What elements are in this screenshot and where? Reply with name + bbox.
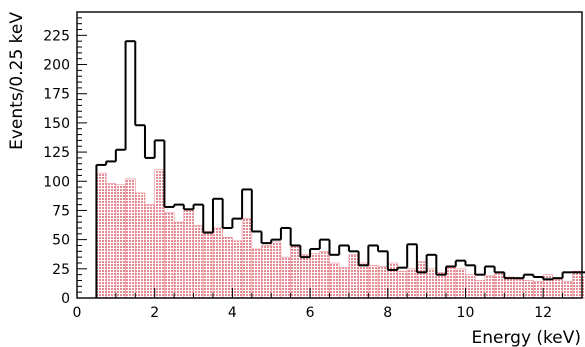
y-tick-label: 100 (43, 174, 70, 190)
filled-bin-bar (212, 227, 223, 299)
filled-bin-bar (406, 268, 418, 299)
filled-bin-bar (387, 262, 398, 299)
filled-bin-bar (523, 280, 534, 299)
x-tick-label: 8 (383, 305, 392, 321)
filled-bin-bar (552, 279, 563, 299)
filled-bin-bar (96, 172, 107, 299)
filled-bin-bar (445, 267, 457, 299)
filled-bin-bar (571, 270, 583, 299)
filled-bin-bar (280, 256, 291, 299)
filled-bin-bar (173, 221, 185, 299)
filled-bin-bar (397, 270, 408, 299)
y-tick-label: 175 (43, 87, 70, 103)
filled-bin-bar (115, 184, 126, 299)
filled-bin-bar (465, 274, 476, 299)
filled-bin-bar (261, 245, 272, 299)
filled-bin-bar (183, 210, 194, 299)
y-tick-label: 25 (52, 262, 70, 278)
filled-bin-bar (319, 251, 330, 299)
axis-ticks (76, 11, 583, 299)
filled-bin-bar (338, 267, 350, 299)
filled-bin-bar (484, 275, 495, 299)
filled-bin-bar (426, 268, 437, 299)
filled-bin-bar (202, 231, 214, 299)
filled-bin-bar (232, 240, 243, 299)
filled-bin-bar (154, 169, 165, 299)
filled-bin-bar (251, 248, 262, 299)
axis-tick-labels: 0 2 4 6 8 10 12 0 25 50 75 100 125 150 175 200 225 (43, 28, 552, 321)
x-axis-title: Energy (keV) (471, 328, 581, 347)
filled-bin-bar (222, 236, 233, 299)
filled-bin-bar (542, 274, 554, 299)
filled-bin-bar (105, 183, 117, 299)
filled-bin-bar (533, 281, 544, 299)
filled-bin-bar (300, 254, 311, 299)
y-tick-label: 0 (61, 291, 70, 307)
filled-bin-bar (309, 253, 321, 299)
filled-bin-bar (270, 241, 282, 299)
filled-bin-bar (358, 262, 369, 299)
y-tick-label: 75 (52, 203, 70, 219)
x-tick-label: 0 (73, 305, 82, 321)
x-tick-label: 10 (457, 305, 475, 321)
filled-histogram (96, 169, 585, 299)
filled-bin-bar (562, 281, 573, 299)
x-tick-label: 6 (306, 305, 315, 321)
x-tick-label: 2 (150, 305, 159, 321)
filled-bin-bar (241, 218, 253, 299)
filled-bin-bar (125, 178, 136, 299)
filled-bin-bar (290, 246, 301, 299)
y-tick-label: 225 (43, 28, 70, 44)
filled-bin-bar (416, 261, 427, 299)
filled-bin-bar (193, 225, 204, 299)
outline-histogram (95, 40, 585, 298)
filled-bin-bar (164, 212, 175, 299)
x-tick-label: 4 (228, 305, 237, 321)
filled-bin-bar (348, 254, 359, 299)
y-tick-label: 50 (52, 233, 70, 249)
y-axis-title: Events/0.25 keV (7, 12, 27, 150)
filled-bin-bar (494, 272, 505, 299)
filled-bin-bar (377, 266, 389, 299)
x-tick-label: 12 (534, 305, 552, 321)
filled-bin-bar (513, 279, 525, 299)
filled-bin-bar (368, 265, 379, 299)
y-tick-label: 150 (43, 116, 70, 132)
filled-bin-bar (455, 268, 466, 299)
y-tick-label: 125 (43, 145, 70, 161)
filled-bin-bar (134, 192, 146, 299)
filled-bin-bar (436, 272, 447, 299)
filled-bin-bar (474, 280, 486, 299)
y-tick-label: 200 (43, 58, 70, 74)
filled-bin-bar (329, 262, 340, 299)
filled-bin-bar (144, 204, 155, 299)
filled-bin-bar (504, 276, 515, 299)
